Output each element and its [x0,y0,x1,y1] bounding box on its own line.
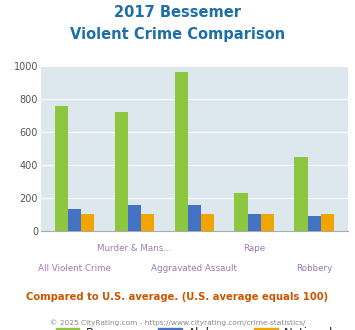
Bar [55,106,68,231]
Bar [294,157,307,231]
Text: Robbery: Robbery [296,264,332,273]
Bar [141,214,154,231]
Bar [81,214,94,231]
Bar [261,214,274,231]
Text: Violent Crime Comparison: Violent Crime Comparison [70,27,285,42]
Text: Aggravated Assault: Aggravated Assault [152,264,237,273]
Text: Murder & Mans...: Murder & Mans... [97,244,171,253]
Bar [188,205,201,231]
Text: Rape: Rape [243,244,265,253]
Bar [307,216,321,231]
Text: © 2025 CityRating.com - https://www.cityrating.com/crime-statistics/: © 2025 CityRating.com - https://www.city… [50,319,305,326]
Bar [248,214,261,231]
Bar [128,205,141,231]
Bar [68,209,81,231]
Text: Compared to U.S. average. (U.S. average equals 100): Compared to U.S. average. (U.S. average … [26,292,329,302]
Legend: Bessemer, Alabama, National: Bessemer, Alabama, National [51,323,338,330]
Bar [321,214,334,231]
Text: 2017 Bessemer: 2017 Bessemer [114,5,241,20]
Bar [175,72,188,231]
Bar [235,193,248,231]
Bar [115,112,128,231]
Bar [201,214,214,231]
Text: All Violent Crime: All Violent Crime [38,264,111,273]
